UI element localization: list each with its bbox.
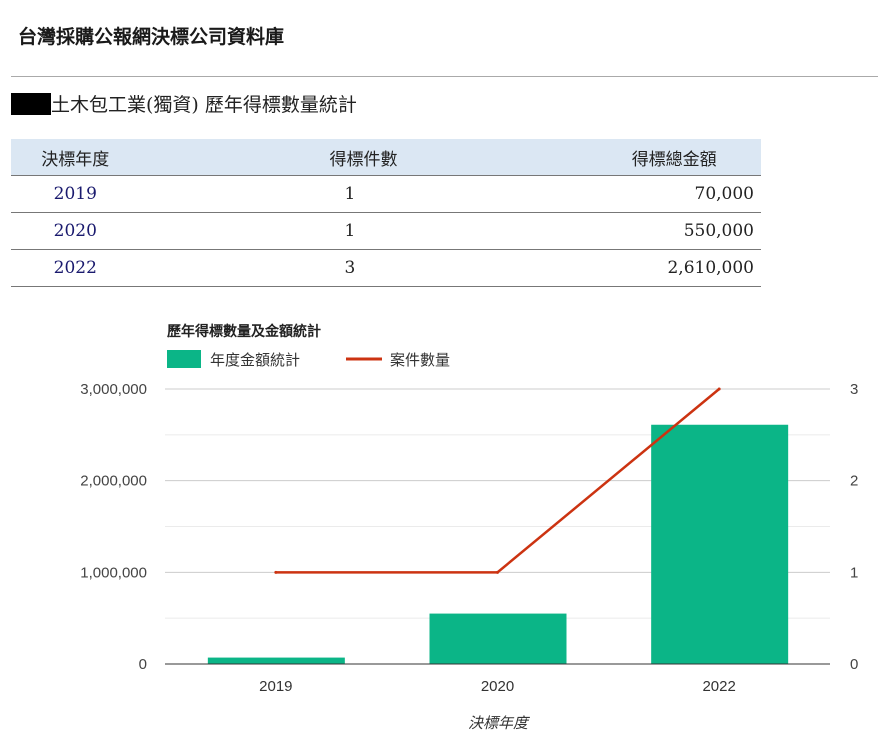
- company-name: 土木包工業(獨資): [51, 94, 199, 116]
- header-year: 決標年度: [11, 139, 140, 176]
- year-cell[interactable]: 2022: [11, 249, 140, 287]
- amount-cell: 550,000: [587, 212, 761, 250]
- divider: [11, 76, 878, 77]
- bar-2022: [651, 424, 789, 664]
- bar-2019: [207, 657, 345, 664]
- table-row: 2019 1 70,000: [11, 175, 761, 213]
- left-tick-label: 3,000,000: [80, 381, 147, 398]
- chart-title: 歷年得標數量及金額統計: [167, 323, 321, 339]
- count-cell: 1: [139, 212, 588, 250]
- right-tick-label: 1: [850, 564, 858, 581]
- count-cell: 3: [139, 249, 588, 287]
- legend-bar-label: 年度金額統計: [210, 352, 300, 369]
- left-tick-label: 0: [139, 656, 147, 673]
- legend-line-label: 案件數量: [390, 351, 450, 369]
- count-cell: 1: [139, 175, 588, 213]
- right-tick-label: 3: [850, 381, 858, 398]
- right-tick-label: 2: [850, 473, 858, 490]
- legend-bar-swatch: [167, 350, 201, 368]
- page-heading: 土木包工業(獨資) 歷年得標數量統計: [11, 90, 357, 117]
- x-tick-label: 2020: [481, 678, 514, 695]
- heading-text: 歷年得標數量統計: [204, 94, 357, 116]
- bar-2020: [429, 613, 567, 664]
- right-tick-label: 0: [850, 656, 858, 673]
- amount-cell: 70,000: [587, 175, 761, 213]
- left-tick-label: 1,000,000: [80, 564, 147, 581]
- x-tick-label: 2022: [702, 678, 735, 695]
- year-cell[interactable]: 2020: [11, 212, 140, 250]
- table-row: 2020 1 550,000: [11, 212, 761, 250]
- x-axis-title: 決標年度: [468, 715, 530, 732]
- table-row: 2022 3 2,610,000: [11, 249, 761, 287]
- header-amount: 得標總金額: [587, 139, 761, 176]
- stats-table: 決標年度 得標件數 得標總金額 2019 1 70,000 2020 1 550,000…: [11, 139, 761, 287]
- line-point-2020: [496, 570, 499, 574]
- header-count: 得標件數: [139, 139, 588, 176]
- left-tick-label: 2,000,000: [80, 473, 147, 490]
- amount-cell: 2,610,000: [587, 249, 761, 287]
- redacted-text: [11, 93, 51, 115]
- year-cell[interactable]: 2019: [11, 175, 140, 213]
- x-tick-label: 2019: [259, 678, 292, 695]
- line-point-2022: [717, 387, 721, 391]
- line-point-2019: [274, 570, 278, 574]
- site-title: 台灣採購公報網決標公司資料庫: [18, 26, 285, 48]
